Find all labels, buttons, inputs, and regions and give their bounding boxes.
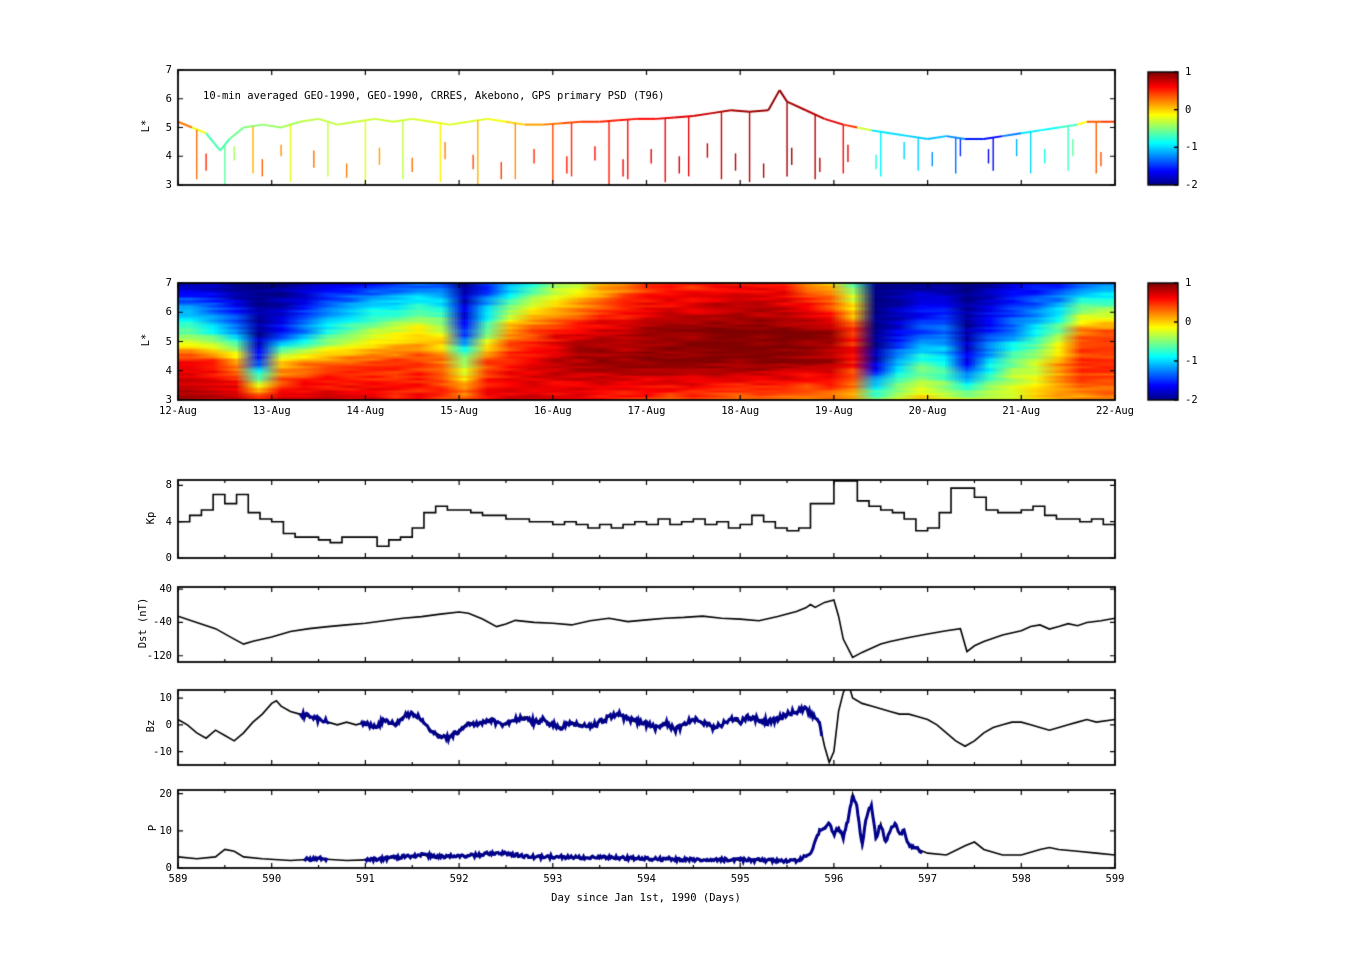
- tick-label: 0: [1185, 103, 1192, 116]
- tick-label: -1: [1185, 355, 1198, 367]
- tick-label: 20: [159, 787, 172, 800]
- tick-label: 8: [165, 479, 172, 492]
- tick-label: 6: [165, 92, 172, 105]
- tick-label: 3: [165, 179, 172, 191]
- tick-label: -10: [153, 745, 172, 758]
- panel1-title: 10-min averaged GEO-1990, GEO-1990, CRRE…: [203, 90, 665, 102]
- tick-label: 4: [165, 150, 172, 163]
- tick-label: 7: [165, 277, 172, 289]
- tick-label: 5: [165, 121, 172, 134]
- tick-label: 40: [159, 583, 172, 596]
- tick-label: 599: [1105, 873, 1125, 885]
- tick-label: -120: [146, 649, 172, 662]
- tick-label: 590: [262, 873, 282, 885]
- tick-label: 1: [1185, 66, 1192, 78]
- tick-label: 21-Aug: [1002, 405, 1041, 417]
- tick-label: 18-Aug: [721, 405, 760, 417]
- tick-label: 20-Aug: [908, 405, 947, 417]
- tick-label: 22-Aug: [1096, 405, 1134, 417]
- tick-label: 0: [165, 862, 172, 874]
- tick-label: 6: [165, 306, 172, 319]
- xaxis-title: Day since Jan 1st, 1990 (Days): [551, 892, 741, 904]
- tick-label: -40: [153, 616, 172, 629]
- tick-label: 594: [637, 873, 656, 885]
- tick-label: 0: [165, 718, 172, 731]
- tick-label: 0: [1185, 316, 1192, 328]
- tick-label: 13-Aug: [252, 405, 291, 417]
- tick-label: 597: [918, 873, 938, 885]
- tick-label: 19-Aug: [814, 405, 853, 417]
- tick-label: 1: [1185, 277, 1192, 289]
- tick-label: 592: [449, 873, 469, 885]
- tick-label: 16-Aug: [533, 405, 572, 417]
- tick-label: 4: [165, 515, 172, 528]
- tick-label: 15-Aug: [440, 405, 479, 417]
- tick-label: 17-Aug: [627, 405, 666, 417]
- tick-label: 596: [824, 873, 844, 885]
- tick-label: 4: [165, 364, 172, 377]
- tick-label: 589: [168, 873, 188, 885]
- tick-label: -2: [1185, 179, 1198, 191]
- tick-label: -2: [1185, 394, 1198, 406]
- tick-label: 598: [1011, 873, 1031, 885]
- tick-label: -1: [1185, 141, 1198, 154]
- tick-label: 593: [543, 873, 563, 885]
- tick-label: 0: [165, 552, 172, 564]
- tick-label: 595: [730, 873, 750, 885]
- tick-label: 14-Aug: [346, 405, 385, 417]
- tick-label: 3: [165, 394, 172, 406]
- tick-label: 10: [159, 824, 172, 837]
- tick-label: 12-Aug: [159, 405, 197, 417]
- tick-label: 10: [159, 692, 172, 705]
- tick-label: 7: [165, 64, 172, 76]
- tick-label: 591: [355, 873, 375, 885]
- tick-label: 5: [165, 335, 172, 348]
